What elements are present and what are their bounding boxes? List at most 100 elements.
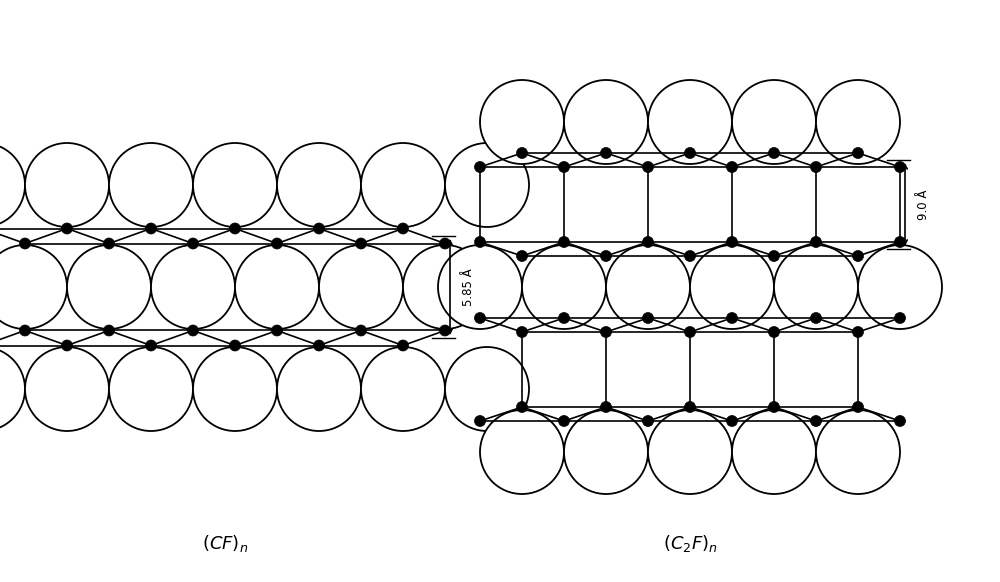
Circle shape	[768, 147, 780, 158]
Circle shape	[684, 327, 696, 338]
Circle shape	[852, 250, 864, 261]
Circle shape	[475, 161, 486, 172]
Circle shape	[517, 327, 528, 338]
Circle shape	[398, 340, 409, 351]
Circle shape	[522, 245, 606, 329]
Circle shape	[272, 238, 283, 249]
Circle shape	[109, 347, 193, 431]
Circle shape	[810, 313, 822, 324]
Circle shape	[726, 161, 738, 172]
Circle shape	[151, 245, 235, 329]
Circle shape	[684, 147, 696, 158]
Circle shape	[193, 143, 277, 227]
Circle shape	[643, 161, 654, 172]
Circle shape	[895, 416, 906, 427]
Circle shape	[0, 143, 25, 227]
Circle shape	[601, 402, 612, 413]
Circle shape	[684, 250, 696, 261]
Circle shape	[810, 416, 822, 427]
Circle shape	[403, 245, 487, 329]
Circle shape	[643, 416, 654, 427]
Circle shape	[895, 161, 906, 172]
Circle shape	[732, 410, 816, 494]
Circle shape	[193, 347, 277, 431]
Circle shape	[277, 347, 361, 431]
Text: $(C_2F)_n$: $(C_2F)_n$	[663, 534, 717, 555]
Circle shape	[895, 236, 906, 247]
Circle shape	[601, 250, 612, 261]
Circle shape	[517, 402, 528, 413]
Circle shape	[648, 410, 732, 494]
Circle shape	[517, 147, 528, 158]
Circle shape	[445, 143, 529, 227]
Circle shape	[104, 325, 115, 336]
Circle shape	[104, 238, 115, 249]
Circle shape	[559, 416, 570, 427]
Circle shape	[810, 161, 822, 172]
Circle shape	[188, 325, 199, 336]
Circle shape	[20, 325, 31, 336]
Circle shape	[559, 313, 570, 324]
Circle shape	[0, 347, 25, 431]
Text: 5.85 Å: 5.85 Å	[462, 268, 475, 306]
Circle shape	[690, 245, 774, 329]
Circle shape	[816, 80, 900, 164]
Circle shape	[601, 147, 612, 158]
Circle shape	[564, 410, 648, 494]
Circle shape	[230, 340, 241, 351]
Circle shape	[895, 313, 906, 324]
Circle shape	[852, 147, 864, 158]
Circle shape	[810, 236, 822, 247]
Circle shape	[768, 327, 780, 338]
Circle shape	[858, 245, 942, 329]
Circle shape	[606, 245, 690, 329]
Text: $(CF)_n$: $(CF)_n$	[202, 534, 248, 555]
Circle shape	[480, 410, 564, 494]
Circle shape	[480, 80, 564, 164]
Circle shape	[768, 402, 780, 413]
Circle shape	[272, 325, 283, 336]
Circle shape	[314, 340, 325, 351]
Circle shape	[643, 236, 654, 247]
Circle shape	[146, 223, 157, 234]
Circle shape	[319, 245, 403, 329]
Circle shape	[852, 402, 864, 413]
Circle shape	[361, 347, 445, 431]
Circle shape	[726, 416, 738, 427]
Circle shape	[62, 340, 73, 351]
Circle shape	[0, 245, 67, 329]
Circle shape	[684, 402, 696, 413]
Circle shape	[398, 223, 409, 234]
Circle shape	[475, 236, 486, 247]
Circle shape	[852, 327, 864, 338]
Circle shape	[235, 245, 319, 329]
Circle shape	[601, 327, 612, 338]
Circle shape	[475, 313, 486, 324]
Circle shape	[188, 238, 199, 249]
Circle shape	[62, 223, 73, 234]
Circle shape	[67, 245, 151, 329]
Circle shape	[726, 236, 738, 247]
Circle shape	[25, 143, 109, 227]
Circle shape	[768, 250, 780, 261]
Circle shape	[732, 80, 816, 164]
Circle shape	[726, 313, 738, 324]
Circle shape	[356, 325, 367, 336]
Circle shape	[230, 223, 241, 234]
Circle shape	[109, 143, 193, 227]
Circle shape	[277, 143, 361, 227]
Circle shape	[648, 80, 732, 164]
Text: 9.0 Å: 9.0 Å	[917, 189, 930, 220]
Circle shape	[816, 410, 900, 494]
Circle shape	[440, 238, 451, 249]
Circle shape	[361, 143, 445, 227]
Circle shape	[564, 80, 648, 164]
Circle shape	[25, 347, 109, 431]
Circle shape	[440, 325, 451, 336]
Circle shape	[146, 340, 157, 351]
Circle shape	[774, 245, 858, 329]
Circle shape	[445, 347, 529, 431]
Circle shape	[559, 236, 570, 247]
Circle shape	[475, 416, 486, 427]
Circle shape	[438, 245, 522, 329]
